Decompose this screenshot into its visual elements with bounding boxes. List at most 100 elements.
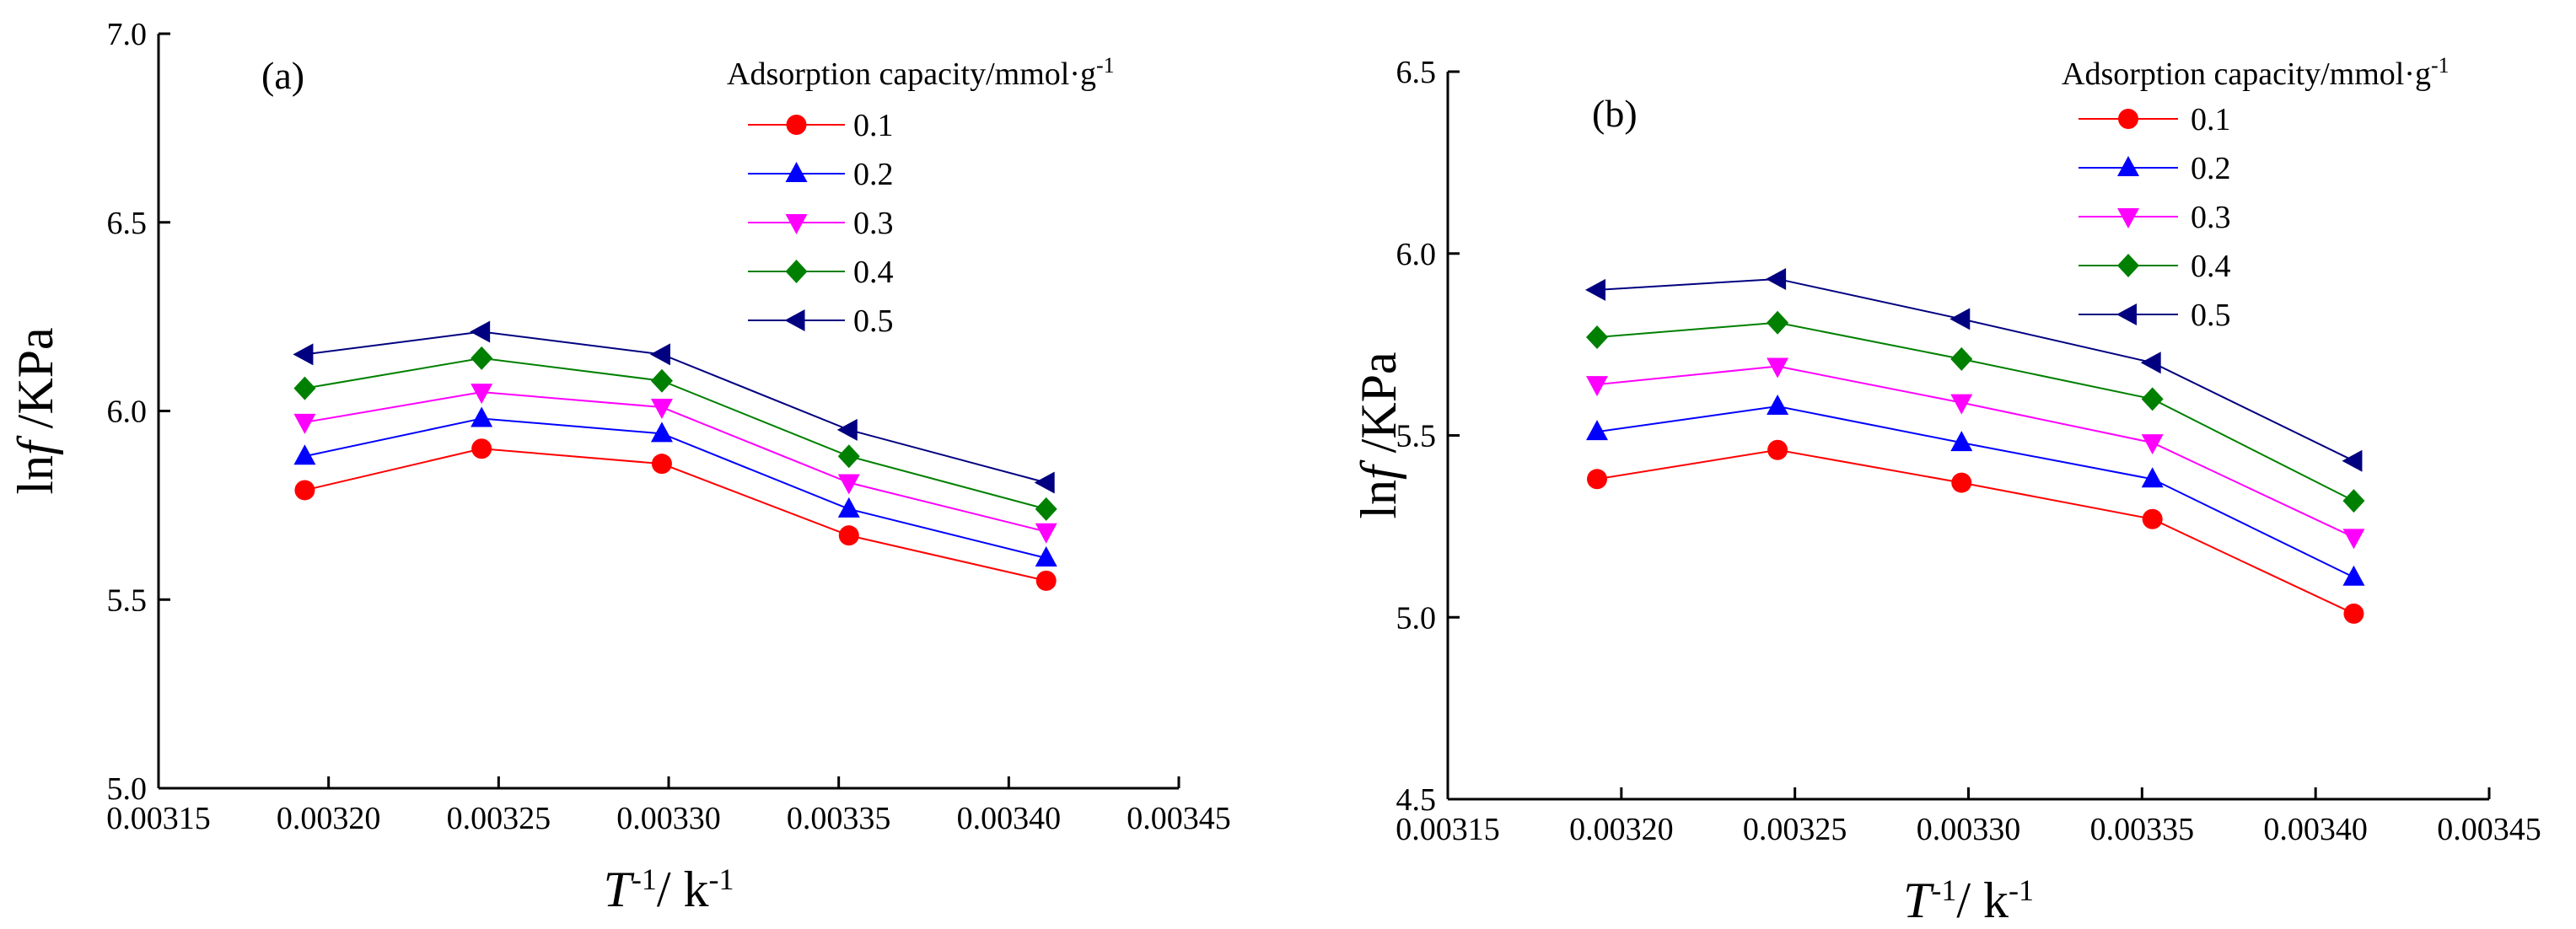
panel-a-data-point-0.1 bbox=[471, 438, 492, 459]
panel-b-data-point-0.4 bbox=[1586, 325, 1609, 349]
panel-b-data-point-0.1 bbox=[1587, 469, 1608, 490]
panel-a-legend-label-0.1: 0.1 bbox=[853, 108, 894, 143]
panel-a-y-axis-title: lnf /KPa bbox=[8, 327, 63, 494]
panel-a-chart: 5.0 5.5 6.0 6.5 7.0 0.00315 0.00320 0.00325 0.00… bbox=[8, 17, 1231, 917]
panel-b-data-point-0.3 bbox=[1767, 357, 1789, 379]
panel-a-y-tick-label: 5.0 bbox=[107, 771, 148, 807]
panel-a-data-point-0.3 bbox=[650, 399, 673, 420]
panel-b-x-tick-label: 0.00330 bbox=[1917, 812, 2021, 847]
panel-b-legend-marker-0.5 bbox=[2116, 303, 2137, 325]
panel-b-legend-label-0.3: 0.3 bbox=[2191, 200, 2231, 235]
panel-a-panel-label: (a) bbox=[261, 54, 304, 97]
panel-a-legend-marker-0.5 bbox=[784, 309, 805, 331]
panel-b-data-point-0.4 bbox=[2342, 489, 2365, 513]
panel-b-data-point-0.5 bbox=[1585, 278, 1606, 301]
panel-a-series-line-0.2 bbox=[304, 417, 1046, 559]
panel-a-x-tick-label: 0.00315 bbox=[106, 801, 211, 836]
panel-a-data-point-0.2 bbox=[471, 406, 493, 427]
panel-b-data-point-0.1 bbox=[1767, 439, 1788, 460]
panel-b-legend-marker-0.2 bbox=[2117, 156, 2139, 176]
panel-b-data-point-0.4 bbox=[2141, 387, 2164, 411]
panel-b-legend-label-0.5: 0.5 bbox=[2191, 298, 2231, 333]
panel-a-data-point-0.2 bbox=[293, 444, 316, 465]
panel-b-y-tick-label: 5.0 bbox=[1396, 600, 1437, 636]
panel-a-legend-title: Adsorption capacity/mmol·g-1 bbox=[727, 53, 1115, 93]
panel-b-y-tick-label: 6.5 bbox=[1396, 55, 1437, 90]
panel-b-data-point-0.3 bbox=[2342, 529, 2365, 550]
panel-b-data-point-0.2 bbox=[1950, 431, 1973, 452]
panel-b-data-point-0.4 bbox=[1950, 346, 1973, 371]
panel-b-data-point-0.2 bbox=[2141, 467, 2164, 488]
panel-b-legend-label-0.4: 0.4 bbox=[2191, 249, 2231, 284]
panel-a-y-tick-label: 7.0 bbox=[107, 17, 148, 52]
panel-a-data-point-0.3 bbox=[837, 474, 860, 495]
panel-a-data-point-0.5 bbox=[836, 418, 858, 441]
panel-a-series-line-0.1 bbox=[304, 448, 1046, 582]
panel-a-x-axis-title: T-1/ k-1 bbox=[603, 862, 734, 917]
panel-a-data-point-0.3 bbox=[1035, 523, 1057, 544]
panel-b-y-tick-label: 6.0 bbox=[1396, 237, 1437, 272]
panel-b-x-tick-label: 0.00340 bbox=[2263, 812, 2368, 847]
panel-a-data-point-0.5 bbox=[649, 343, 670, 366]
panel-b-y-tick-label: 5.5 bbox=[1396, 419, 1437, 454]
panel-b-data-point-0.5 bbox=[2140, 352, 2161, 374]
panel-b-legend-label-0.1: 0.1 bbox=[2191, 102, 2231, 137]
panel-a-legend-label-0.4: 0.4 bbox=[853, 255, 894, 290]
panel-b-series-line-0.3 bbox=[1596, 365, 2354, 539]
panel-b-data-point-0.1 bbox=[1951, 472, 1972, 493]
panel-b-series-line-0.4 bbox=[1596, 321, 2354, 502]
panel-a-legend-label-0.3: 0.3 bbox=[853, 206, 894, 241]
panel-a-data-point-0.4 bbox=[837, 444, 860, 469]
panel-a-data-point-0.5 bbox=[470, 320, 491, 343]
panel-a-data-point-0.1 bbox=[838, 525, 859, 546]
panel-a-data-point-0.5 bbox=[293, 343, 314, 366]
panel-b-x-tick-label: 0.00320 bbox=[1569, 812, 1674, 847]
panel-a-data-point-0.2 bbox=[650, 422, 673, 443]
panel-a-data-point-0.4 bbox=[650, 368, 673, 393]
panel-b-data-point-0.3 bbox=[2141, 434, 2164, 455]
panel-a-legend-marker-0.4 bbox=[785, 260, 808, 283]
panel-a-x-tick-label: 0.00325 bbox=[447, 801, 551, 836]
panel-b-series-line-0.5 bbox=[1596, 277, 2354, 462]
panel-b-data-point-0.5 bbox=[1766, 267, 1787, 290]
panel-a-x-tick-label: 0.00345 bbox=[1127, 801, 1231, 836]
panel-b-series-line-0.2 bbox=[1596, 405, 2354, 578]
panel-b-legend-marker-0.4 bbox=[2117, 254, 2139, 277]
panel-b-data-point-0.1 bbox=[2343, 603, 2364, 624]
panel-a-legend-marker-0.1 bbox=[786, 115, 807, 135]
panel-a-y-tick-label: 6.5 bbox=[107, 206, 148, 241]
panel-b-data-point-0.2 bbox=[2342, 565, 2365, 586]
panel-b-chart: 4.5 5.0 5.5 6.0 6.5 0.00315 0.00320 0.00325 0.00… bbox=[1351, 53, 2541, 929]
panel-a-data-point-0.3 bbox=[293, 413, 316, 434]
panel-a-data-point-0.3 bbox=[471, 384, 493, 405]
panel-a-series-line-0.4 bbox=[304, 357, 1046, 510]
panel-b-data-point-0.2 bbox=[1586, 420, 1609, 441]
panel-a-legend-marker-0.2 bbox=[785, 162, 808, 182]
panel-a-data-point-0.1 bbox=[1035, 570, 1057, 591]
panel-a-legend-marker-0.3 bbox=[785, 214, 808, 234]
panel-b-y-axis-title: lnf /KPa bbox=[1351, 352, 1406, 518]
panel-b-data-point-0.5 bbox=[1949, 308, 1971, 330]
panel-a-data-point-0.2 bbox=[1035, 546, 1057, 567]
panel-b-legend-title: Adsorption capacity/mmol·g-1 bbox=[2062, 53, 2450, 93]
panel-a-legend-label-0.5: 0.5 bbox=[853, 303, 894, 339]
panel-b-data-point-0.5 bbox=[2342, 449, 2363, 472]
panel-b-legend-label-0.2: 0.2 bbox=[2191, 151, 2231, 186]
panel-a-data-point-0.1 bbox=[294, 480, 315, 501]
panel-a-legend-label-0.2: 0.2 bbox=[853, 157, 894, 192]
panel-b-panel-label: (b) bbox=[1592, 92, 1638, 135]
panel-a-x-tick-label: 0.00340 bbox=[957, 801, 1062, 836]
panel-b-data-point-0.2 bbox=[1767, 394, 1789, 415]
panel-a-x-tick-label: 0.00320 bbox=[277, 801, 381, 836]
panel-a-x-tick-label: 0.00330 bbox=[616, 801, 721, 836]
panel-a-series-line-0.5 bbox=[304, 330, 1046, 484]
panel-b-x-axis-title: T-1/ k-1 bbox=[1903, 873, 2034, 928]
panel-b-data-point-0.3 bbox=[1950, 394, 1973, 415]
panel-b-series-line-0.1 bbox=[1596, 448, 2354, 615]
panel-a-y-tick-label: 5.5 bbox=[107, 583, 148, 618]
panel-b-y-tick-label: 4.5 bbox=[1396, 782, 1437, 818]
panel-b-x-tick-label: 0.00325 bbox=[1743, 812, 1847, 847]
panel-b-x-tick-label: 0.00315 bbox=[1396, 812, 1500, 847]
panel-b-legend-marker-0.1 bbox=[2118, 109, 2138, 129]
